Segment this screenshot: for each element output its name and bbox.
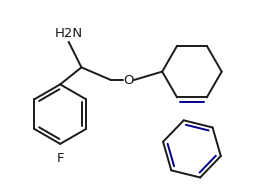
Text: H2N: H2N: [55, 27, 83, 40]
Text: F: F: [56, 152, 64, 165]
Text: O: O: [123, 74, 134, 87]
